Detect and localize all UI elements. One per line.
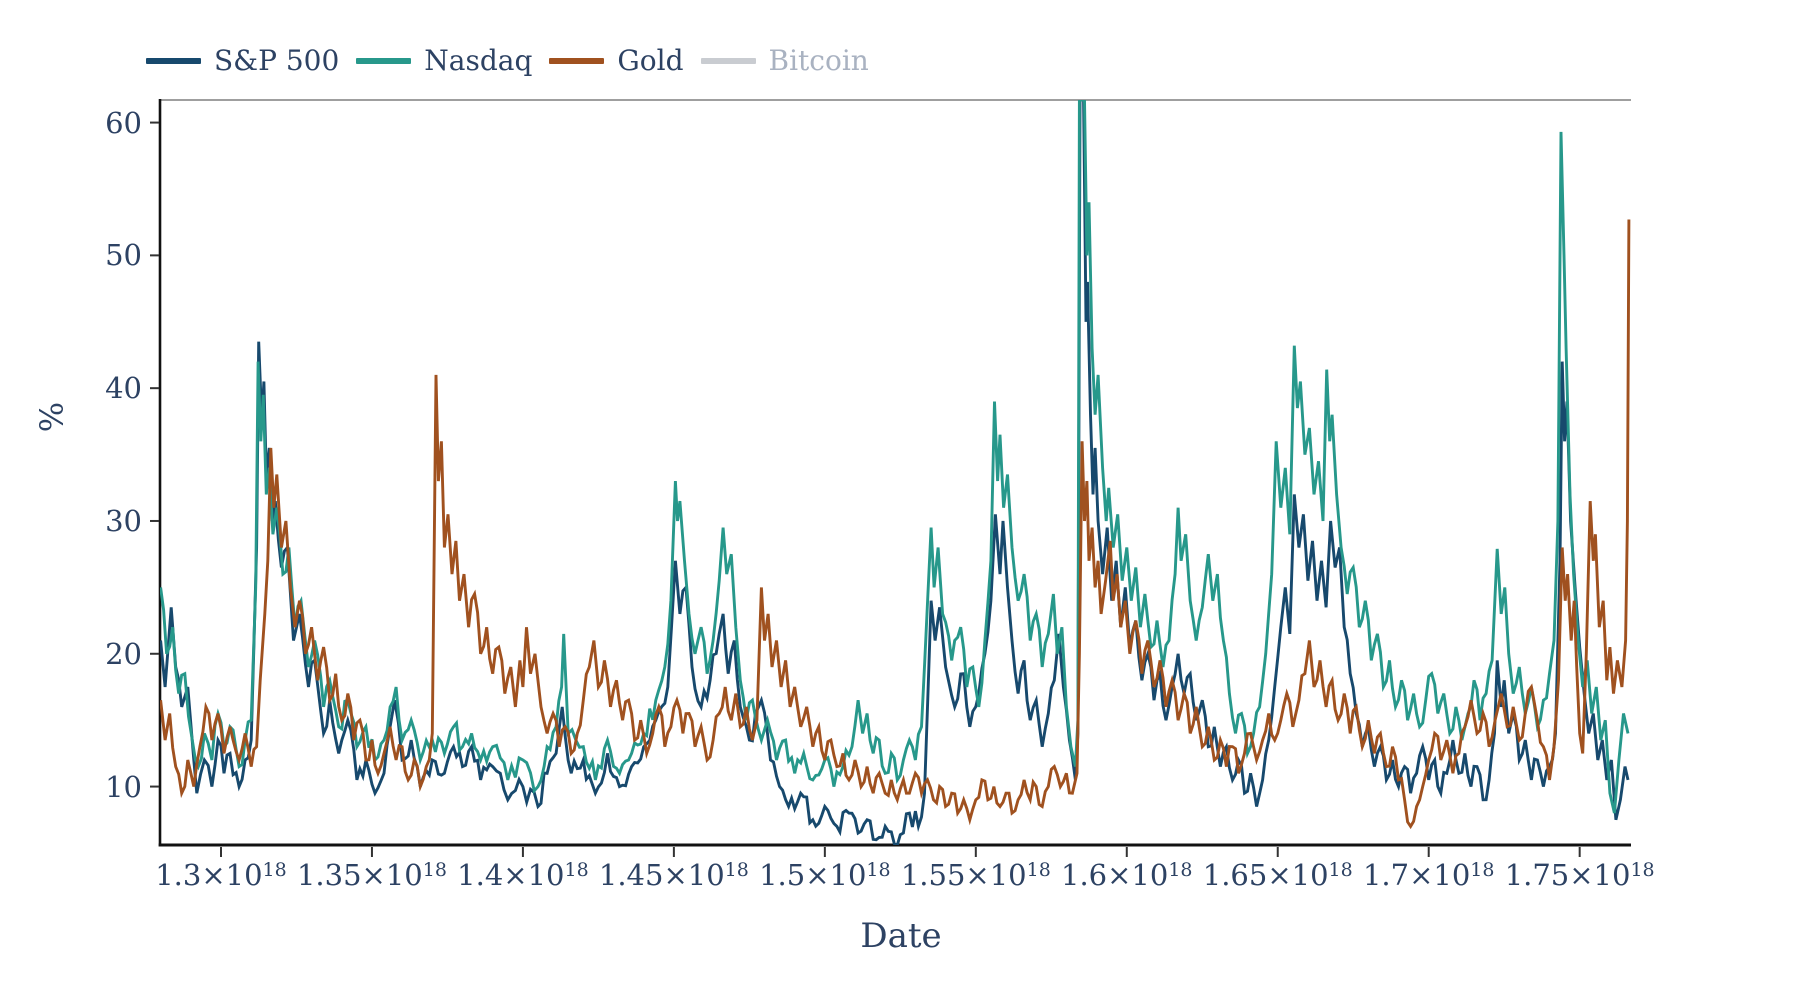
- legend-item-nasdaq[interactable]: Nasdaq: [356, 44, 532, 78]
- legend-item-s-p-500[interactable]: S&P 500: [146, 44, 339, 78]
- y-tick-label: 10: [105, 769, 142, 804]
- legend-label-bitcoin: Bitcoin: [768, 44, 869, 77]
- y-tick-label: 40: [105, 371, 142, 406]
- y-tick-label: 20: [105, 636, 142, 671]
- legend-swatch-s-p-500: [146, 58, 201, 64]
- chart-legend: S&P 500 Nasdaq Gold Bitcoin: [146, 44, 869, 78]
- x-tick-label: 1.35×1018: [296, 858, 447, 892]
- y-tick-label: 50: [105, 238, 142, 273]
- legend-swatch-bitcoin: [700, 58, 756, 64]
- series-line-nasdaq: [160, 100, 1630, 814]
- series-line-s-p-500: [160, 100, 1630, 845]
- legend-swatch-nasdaq: [356, 58, 412, 64]
- y-tick-label: 30: [105, 503, 142, 538]
- x-tick-label: 1.3×1018: [155, 858, 287, 892]
- legend-label-gold: Gold: [617, 44, 684, 77]
- legend-swatch-gold: [549, 58, 605, 64]
- y-tick-label: 60: [105, 105, 142, 140]
- x-tick-label: 1.55×1018: [900, 858, 1051, 892]
- x-tick-label: 1.75×1018: [1504, 858, 1655, 892]
- legend-item-bitcoin[interactable]: Bitcoin: [700, 44, 869, 78]
- x-tick-label: 1.7×1018: [1362, 858, 1495, 892]
- x-tick-label: 1.65×1018: [1202, 858, 1353, 892]
- x-axis-title: Date: [860, 916, 942, 956]
- x-tick-label: 1.45×1018: [598, 858, 749, 892]
- x-tick-label: 1.5×1018: [759, 858, 891, 892]
- legend-label-s-p-500: S&P 500: [214, 44, 340, 77]
- legend-label-nasdaq: Nasdaq: [424, 44, 533, 77]
- x-tick-label: 1.4×1018: [457, 858, 589, 892]
- x-tick-label: 1.6×1018: [1061, 858, 1193, 892]
- legend-item-gold[interactable]: Gold: [549, 44, 684, 78]
- series-line-gold: [160, 219, 1631, 830]
